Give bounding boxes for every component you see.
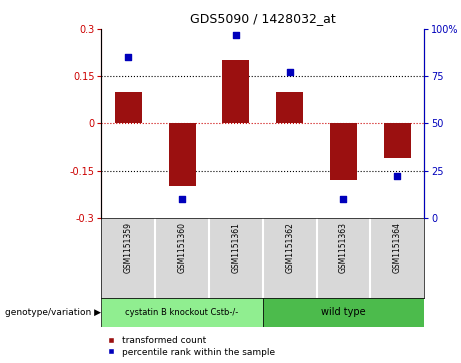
- Text: GSM1151362: GSM1151362: [285, 222, 294, 273]
- Point: [178, 196, 186, 202]
- Bar: [384, 123, 411, 158]
- Bar: [101, 298, 263, 327]
- Bar: [115, 92, 142, 123]
- Point: [340, 196, 347, 202]
- Title: GDS5090 / 1428032_at: GDS5090 / 1428032_at: [190, 12, 336, 25]
- Point: [124, 54, 132, 60]
- Point: [232, 32, 240, 38]
- Point: [286, 70, 293, 76]
- Bar: [263, 298, 424, 327]
- Text: genotype/variation ▶: genotype/variation ▶: [5, 308, 100, 317]
- Bar: [276, 92, 303, 123]
- Text: GSM1151361: GSM1151361: [231, 222, 240, 273]
- Text: wild type: wild type: [321, 307, 366, 317]
- Bar: [330, 123, 357, 180]
- Bar: [222, 61, 249, 123]
- Bar: [169, 123, 195, 186]
- Point: [394, 174, 401, 179]
- Text: GSM1151359: GSM1151359: [124, 222, 133, 273]
- Legend: transformed count, percentile rank within the sample: transformed count, percentile rank withi…: [106, 334, 277, 359]
- Text: cystatin B knockout Cstb-/-: cystatin B knockout Cstb-/-: [125, 308, 239, 317]
- Text: GSM1151364: GSM1151364: [393, 222, 402, 273]
- Text: GSM1151363: GSM1151363: [339, 222, 348, 273]
- Text: GSM1151360: GSM1151360: [177, 222, 187, 273]
